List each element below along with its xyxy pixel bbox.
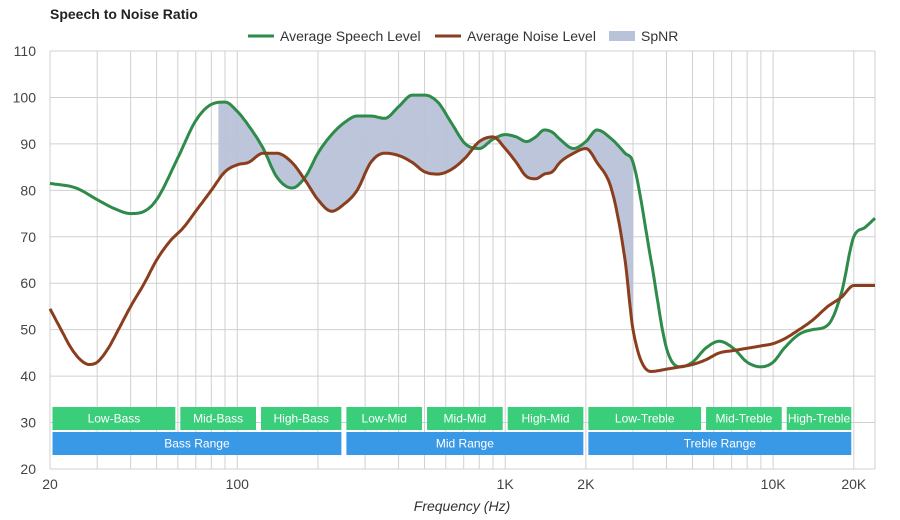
range-row2-band	[346, 432, 584, 455]
range-row2-band	[588, 432, 852, 455]
x-axis-label: Frequency (Hz)	[414, 498, 510, 514]
range-row1-band	[180, 407, 256, 430]
spnr-fill-layer	[218, 95, 633, 330]
spnr-fill-area	[218, 95, 633, 330]
range-row2-band-label: Mid Range	[436, 437, 494, 451]
chart-title: Speech to Noise Ratio	[50, 6, 198, 22]
y-tick-label: 100	[13, 89, 37, 105]
range-row1-band	[427, 407, 503, 430]
range-row2-band	[52, 432, 342, 455]
y-tick-label: 70	[20, 229, 36, 245]
y-tick-label: 50	[20, 322, 36, 338]
series-lines	[48, 93, 877, 373]
range-row1-band	[507, 407, 584, 430]
y-tick-label: 30	[20, 415, 36, 431]
y-tick-label: 20	[20, 461, 36, 477]
range-row1-band-label: Mid-Mid	[444, 412, 487, 426]
range-row1-band	[346, 407, 423, 430]
range-row1-band-label: Low-Mid	[362, 412, 407, 426]
range-row1-band-label: High-Treble	[788, 412, 851, 426]
range-row1-band	[52, 407, 176, 430]
range-row2-band-label: Bass Range	[164, 437, 230, 451]
y-tick-label: 80	[20, 182, 36, 198]
legend-label: SpNR	[641, 28, 678, 44]
x-tick-label: 2K	[577, 476, 595, 492]
range-row1-band-label: Mid-Treble	[715, 412, 772, 426]
x-tick-label: 20K	[841, 476, 867, 492]
range-row1-band	[706, 407, 782, 430]
y-tick-label: 90	[20, 136, 36, 152]
grid	[49, 50, 876, 470]
range-row1-band-label: Low-Bass	[88, 412, 141, 426]
range-row1-band	[588, 407, 702, 430]
x-tick-label: 1K	[497, 476, 515, 492]
legend-label: Average Speech Level	[280, 28, 421, 44]
range-row1-band-label: High-Bass	[274, 412, 329, 426]
range-row1-band-label: Low-Treble	[615, 412, 675, 426]
y-tick-label: 110	[14, 43, 37, 59]
range-row2-band-label: Treble Range	[684, 437, 757, 451]
x-tick-label: 20	[42, 476, 58, 492]
y-tick-label: 40	[20, 368, 36, 384]
legend: Average Speech Level Average Noise Level S…	[248, 28, 678, 44]
axis-tick-labels: 20 30 40 50 60 70 80 90 100 110 20 100 1K 2K 10K 20K	[13, 43, 867, 492]
range-row1-band	[786, 407, 852, 430]
series-line	[49, 93, 877, 369]
series-line	[48, 135, 876, 373]
y-tick-label: 60	[20, 275, 36, 291]
range-row1-band-label: High-Mid	[522, 412, 570, 426]
legend-swatch	[609, 31, 635, 41]
x-tick-label: 10K	[761, 476, 787, 492]
range-row1-band-label: Mid-Bass	[193, 412, 243, 426]
frequency-range-bands: Low-Bass Mid-Bass High-Bass Low-Mid Mid-Mid H…	[52, 407, 852, 455]
legend-label: Average Noise Level	[467, 28, 596, 44]
range-row1-band	[260, 407, 342, 430]
x-tick-label: 100	[226, 476, 250, 492]
